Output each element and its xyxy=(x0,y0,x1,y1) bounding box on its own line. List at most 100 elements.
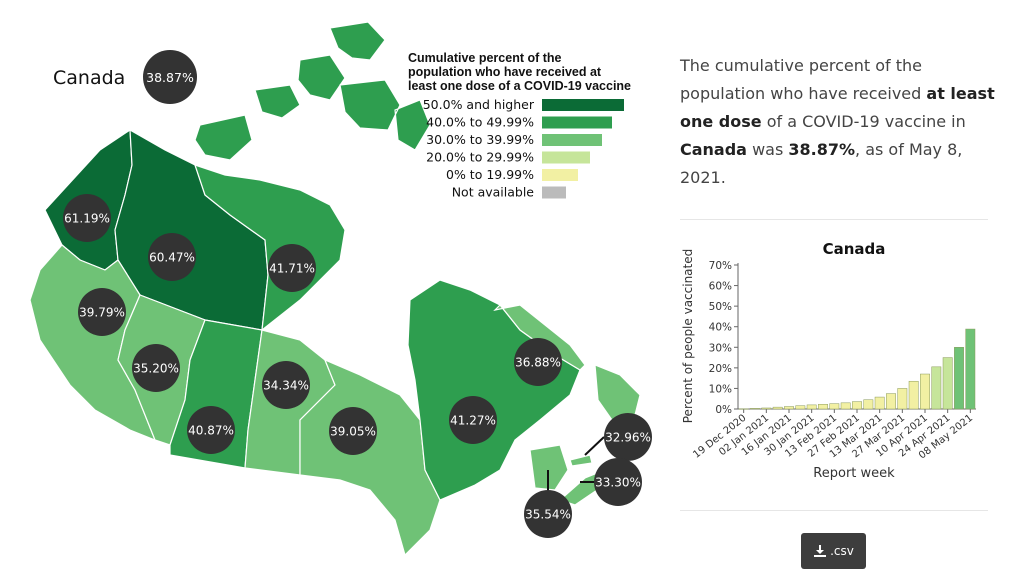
vaccination-bar-chart: Canada Percent of people vaccinated Repo… xyxy=(681,240,976,481)
region-bubble-ontario[interactable]: 39.05% xyxy=(329,407,377,455)
summary-bold-value: 38.87% xyxy=(788,140,856,159)
chart-ylabel: Percent of people vaccinated xyxy=(681,249,695,424)
download-csv-button[interactable]: .csv xyxy=(801,533,866,569)
region-value-label: 39.05% xyxy=(330,425,376,439)
region-bubble-circle xyxy=(524,490,572,538)
chart-bar[interactable] xyxy=(931,366,942,410)
legend-swatch xyxy=(542,169,578,181)
chart-bar[interactable] xyxy=(897,388,908,410)
region-bubble-northwest-territories[interactable]: 60.47% xyxy=(148,233,196,281)
canada-map: Canada 38.87% Cumulative percent of the … xyxy=(29,21,652,557)
region-bubble-circle xyxy=(514,338,562,386)
chart-bar[interactable] xyxy=(908,380,919,410)
chart-bar[interactable] xyxy=(784,406,794,410)
pei-shape[interactable] xyxy=(569,454,593,467)
chart-bar[interactable] xyxy=(920,373,930,410)
region-bubble-circle xyxy=(132,344,180,392)
region-value-label: 35.54% xyxy=(525,508,571,522)
legend-swatch xyxy=(542,134,602,146)
download-csv-label: .csv xyxy=(830,544,854,558)
summary-part-2: of a COVID-19 vaccine in xyxy=(761,112,966,131)
divider-bottom xyxy=(680,510,988,511)
legend-item-label: 20.0% to 29.99% xyxy=(426,150,534,165)
nunavut-shape[interactable] xyxy=(194,164,346,332)
new-brunswick-shape[interactable] xyxy=(529,444,569,491)
legend-item-label: 0% to 19.99% xyxy=(446,167,534,182)
region-value-label: 36.88% xyxy=(515,356,561,370)
region-bubble-nova-scotia[interactable]: 33.30% xyxy=(594,458,642,506)
region-bubble-circle xyxy=(63,194,111,242)
legend-item-label: Not available xyxy=(452,185,535,200)
divider-top xyxy=(680,219,988,220)
region-value-label: 41.27% xyxy=(450,414,496,428)
region-bubble-circle xyxy=(187,406,235,454)
region-bubble-circle xyxy=(449,396,497,444)
chart-bar[interactable] xyxy=(942,357,953,410)
summary-text: The cumulative percent of the population… xyxy=(680,52,1000,192)
chart-bar[interactable] xyxy=(863,399,874,410)
region-bubble-alberta[interactable]: 35.20% xyxy=(132,344,180,392)
region-bubble-saskatchewan[interactable]: 40.87% xyxy=(187,406,235,454)
chart-bar[interactable] xyxy=(965,328,976,410)
chart-bar[interactable] xyxy=(761,407,772,410)
region-bubble-circle xyxy=(78,288,126,336)
region-bubble-manitoba[interactable]: 34.34% xyxy=(262,361,310,409)
quebec-shape[interactable] xyxy=(407,279,581,501)
region-value-label: 40.87% xyxy=(188,424,234,438)
chart-bar[interactable] xyxy=(829,403,840,410)
chart-bar[interactable] xyxy=(954,347,964,410)
region-bubble-circle xyxy=(262,361,310,409)
download-icon xyxy=(814,545,827,557)
region-value-label: 61.19% xyxy=(64,212,110,226)
chart-bar[interactable] xyxy=(738,408,749,410)
chart-bar[interactable] xyxy=(852,401,862,410)
region-value-label: 33.30% xyxy=(595,476,641,490)
region-bubble-circle xyxy=(148,233,196,281)
nunavut-arctic-islands[interactable] xyxy=(194,21,431,161)
legend-swatch xyxy=(542,151,590,164)
chart-bar[interactable] xyxy=(806,404,817,410)
region-value-label: 32.96% xyxy=(605,431,651,445)
region-value-label: 39.79% xyxy=(79,306,125,320)
region-bubble-quebec[interactable]: 41.27% xyxy=(449,396,497,444)
chart-bar[interactable] xyxy=(874,396,885,410)
chart-bar[interactable] xyxy=(795,405,806,410)
summary-bold-dose: at least one dose xyxy=(680,84,995,131)
ontario-shape[interactable] xyxy=(299,358,441,557)
country-value-circle xyxy=(143,50,197,104)
y-tick-label: 50% xyxy=(709,301,732,313)
region-bubble-nunavut[interactable]: 41.71% xyxy=(268,244,316,292)
chart-xlabel: Report week xyxy=(813,466,895,481)
chart-title: Canada xyxy=(823,240,886,258)
region-value-label: 35.20% xyxy=(133,362,179,376)
chart-bar[interactable] xyxy=(818,404,828,410)
region-bubble-prince-edward-island[interactable]: 32.96% xyxy=(604,413,652,461)
region-bubble-new-brunswick[interactable]: 35.54% xyxy=(524,490,572,538)
legend-item-label: 50.0% and higher xyxy=(423,97,535,112)
summary-bold-country: Canada xyxy=(680,140,747,159)
legend-swatch xyxy=(542,186,566,199)
y-tick-label: 20% xyxy=(709,363,732,375)
y-tick-label: 0% xyxy=(715,404,732,416)
legend-item-label: 40.0% to 49.99% xyxy=(426,115,534,130)
legend-title-line-1: Cumulative percent of the xyxy=(408,51,562,65)
y-tick-label: 30% xyxy=(709,342,732,354)
summary-part-3: was xyxy=(746,140,789,159)
region-value-label: 34.34% xyxy=(263,379,309,393)
chart-bar[interactable] xyxy=(886,393,896,410)
pei-leader-line xyxy=(584,436,605,456)
region-bubble-newfoundland-and-labrador[interactable]: 36.88% xyxy=(514,338,562,386)
region-bubble-circle xyxy=(604,413,652,461)
country-label: Canada xyxy=(53,67,125,89)
region-value-label: 60.47% xyxy=(149,251,195,265)
legend-item-label: 30.0% to 39.99% xyxy=(426,132,534,147)
region-bubble-circle xyxy=(268,244,316,292)
chart-bar[interactable] xyxy=(840,402,851,410)
legend-title-line-2: population who have received at xyxy=(408,65,602,79)
chart-bar[interactable] xyxy=(772,406,783,410)
region-bubble-british-columbia[interactable]: 39.79% xyxy=(78,288,126,336)
summary-part-4: , as of May 8, 2021. xyxy=(680,140,963,187)
region-bubble-yukon[interactable]: 61.19% xyxy=(63,194,111,242)
legend-swatch xyxy=(542,99,624,111)
chart-bar[interactable] xyxy=(750,408,760,410)
